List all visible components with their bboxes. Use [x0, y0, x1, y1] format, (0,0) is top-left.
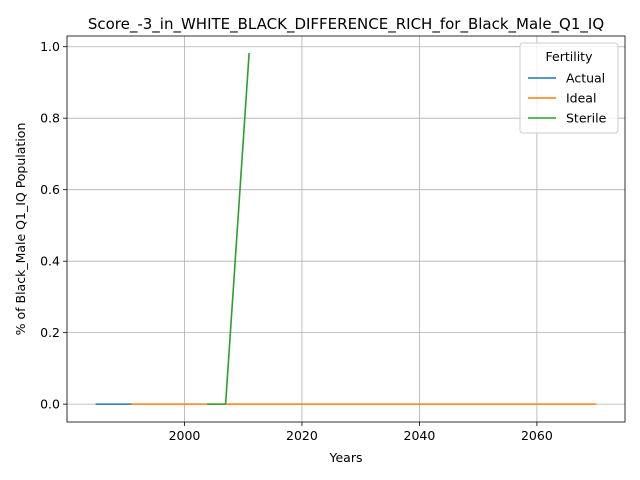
legend-label-actual: Actual: [566, 71, 605, 86]
x-tick-label: 2060: [521, 428, 553, 443]
legend-entries: Actual Ideal Sterile: [528, 71, 607, 126]
legend-title: Fertility: [546, 49, 594, 64]
x-axis-ticks: 2000 2020 2040 2060: [169, 422, 553, 443]
plot-frame: [66, 35, 626, 423]
series-line-sterile: [207, 53, 250, 405]
x-tick-label: 2040: [404, 428, 436, 443]
y-tick-label: 0.8: [40, 111, 60, 126]
y-axis-label: % of Black_Male Q1_IQ Population: [13, 123, 28, 336]
chart-title: Score_-3_in_WHITE_BLACK_DIFFERENCE_RICH_…: [88, 15, 604, 34]
x-tick-label: 2020: [286, 428, 318, 443]
series-lines: [95, 53, 597, 405]
legend: Fertility Actual Ideal Sterile: [519, 42, 619, 134]
x-axis-label: Years: [329, 450, 363, 465]
y-tick-label: 0.4: [40, 254, 60, 269]
legend-label-ideal: Ideal: [566, 91, 596, 106]
y-tick-label: 1.0: [40, 39, 60, 54]
x-tick-label: 2000: [169, 428, 201, 443]
y-axis-ticks: 0.0 0.2 0.4 0.6 0.8 1.0: [40, 39, 67, 412]
legend-label-sterile: Sterile: [566, 111, 607, 126]
y-tick-label: 0.0: [40, 397, 60, 412]
y-tick-label: 0.6: [40, 182, 60, 197]
legend-frame: [519, 42, 619, 134]
y-tick-label: 0.2: [40, 325, 60, 340]
